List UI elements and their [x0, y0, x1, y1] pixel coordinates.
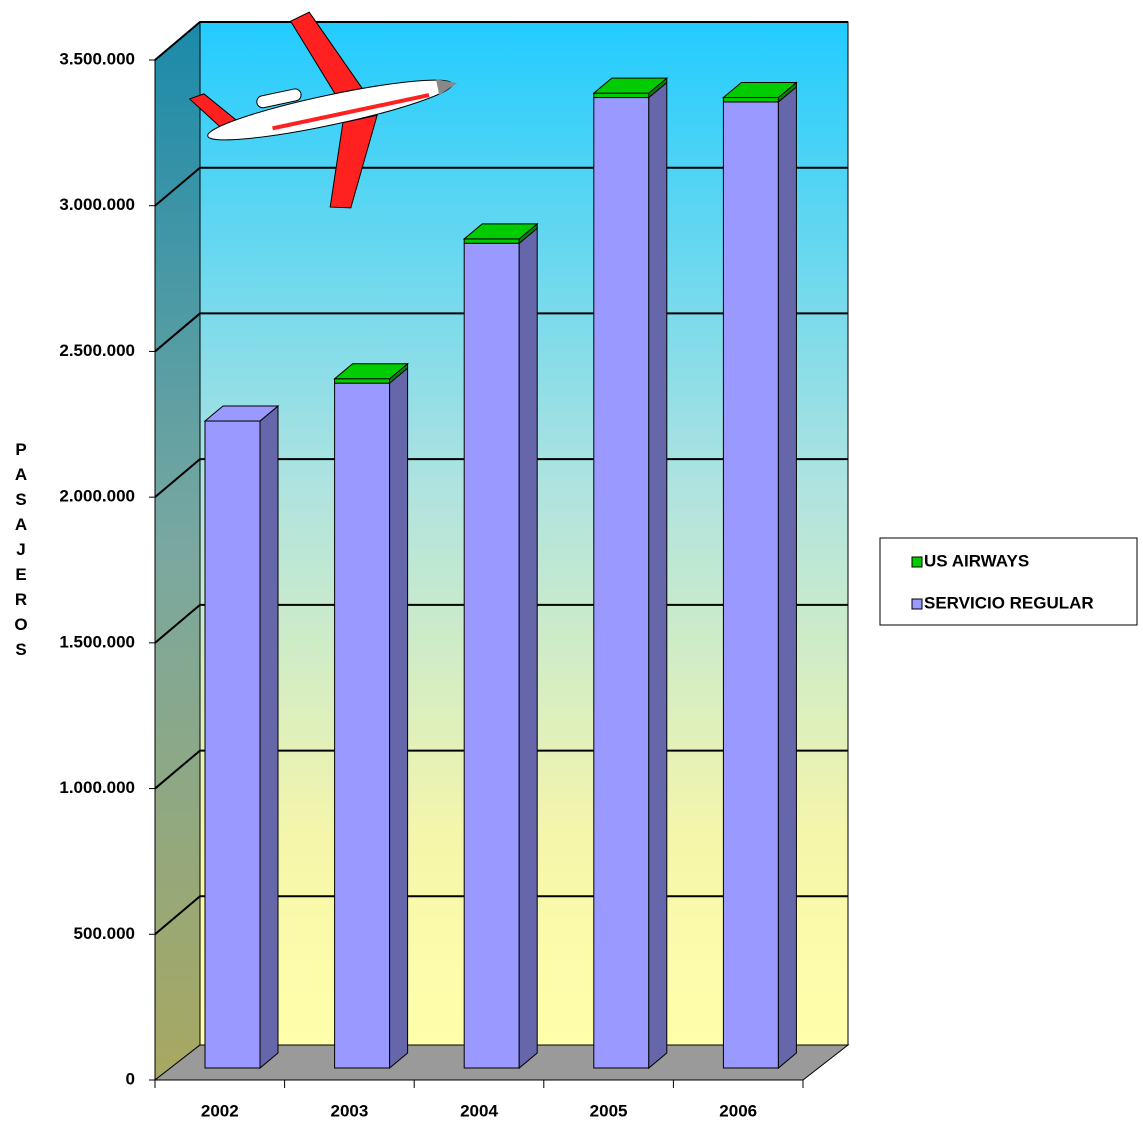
x-tick-label: 2003 — [330, 1101, 368, 1120]
bar — [593, 92, 650, 99]
y-tick-label: 0 — [126, 1069, 135, 1088]
bar-top — [592, 77, 669, 94]
bar — [722, 97, 779, 103]
bar-side — [648, 81, 668, 1070]
bar-top — [333, 363, 409, 380]
bar — [204, 420, 261, 1069]
bar — [722, 101, 779, 1069]
x-tick-label: 2006 — [719, 1101, 757, 1120]
bar — [593, 97, 650, 1069]
bar-top — [722, 82, 798, 99]
legend-swatch — [911, 598, 923, 610]
bar — [463, 238, 520, 244]
bar-top — [203, 405, 280, 422]
bar-top — [462, 223, 539, 240]
x-tick-label: 2005 — [590, 1101, 628, 1120]
bar — [463, 242, 520, 1069]
legend-label: US AIRWAYS — [924, 551, 1029, 570]
x-tick-label: 2002 — [201, 1101, 239, 1120]
y-tick-label: 500.000 — [74, 924, 135, 943]
y-axis-label: PASAJEROS — [12, 440, 31, 665]
bar-side — [777, 85, 797, 1070]
bar — [334, 382, 391, 1069]
bar-side — [259, 404, 279, 1070]
bar — [334, 378, 391, 384]
bar-side — [389, 367, 409, 1070]
grid-line — [154, 21, 848, 61]
bar-side — [518, 227, 538, 1070]
airplane — [188, 11, 458, 209]
side-wall — [154, 20, 201, 1082]
y-tick-label: 1.500.000 — [59, 632, 135, 651]
x-tick-label: 2004 — [460, 1101, 498, 1120]
legend — [879, 537, 1138, 626]
legend-label: SERVICIO REGULAR — [924, 593, 1094, 612]
y-tick-label: 2.000.000 — [59, 487, 135, 506]
legend-swatch — [911, 556, 923, 568]
y-tick-label: 2.500.000 — [59, 341, 135, 360]
y-tick-label: 3.000.000 — [59, 195, 135, 214]
y-tick-label: 3.500.000 — [59, 49, 135, 68]
y-tick-label: 1.000.000 — [59, 778, 135, 797]
